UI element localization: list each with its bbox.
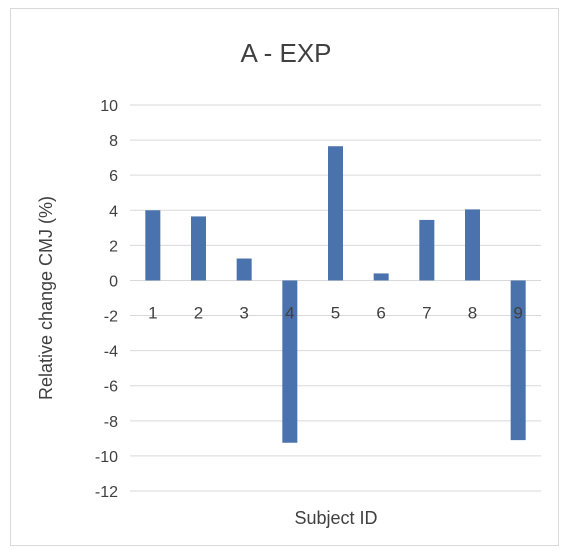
- bar: [328, 146, 343, 281]
- bar: [465, 209, 480, 281]
- y-tick-label: 2: [109, 238, 118, 255]
- y-axis-ticks: 10 8 6 4 2 0 -2 -4 -6 -8 -10 -12: [95, 98, 118, 501]
- x-axis-title: Subject ID: [294, 508, 377, 528]
- y-tick-label: -12: [95, 484, 118, 501]
- bar: [419, 219, 435, 281]
- category-labels: 1 2 3 4 5 6 7 8 9: [148, 303, 523, 322]
- x-category-label: 3: [239, 303, 248, 322]
- chart-title: A - EXP: [240, 38, 331, 68]
- y-axis-title: Relative change CMJ (%): [36, 196, 56, 400]
- bar: [373, 273, 389, 281]
- bar: [191, 216, 206, 281]
- x-category-label: 7: [422, 303, 431, 322]
- y-tick-label: -4: [104, 344, 118, 361]
- x-category-label: 5: [331, 303, 340, 322]
- y-tick-label: -6: [104, 379, 118, 396]
- x-category-label: 6: [376, 303, 385, 322]
- x-category-label: 1: [148, 303, 157, 322]
- y-tick-label: 6: [109, 168, 118, 185]
- x-category-label: 2: [194, 303, 203, 322]
- y-tick-label: -8: [104, 414, 118, 431]
- bars: [145, 146, 526, 443]
- bar: [282, 280, 298, 443]
- y-tick-label: 10: [100, 98, 118, 115]
- x-category-label: 9: [513, 303, 522, 322]
- y-tick-label: 8: [109, 133, 118, 150]
- bar: [236, 258, 252, 281]
- bar: [510, 280, 526, 441]
- y-tick-label: -2: [104, 309, 118, 326]
- x-category-label: 4: [285, 303, 294, 322]
- y-tick-label: 4: [109, 203, 118, 220]
- y-tick-label: 0: [109, 273, 118, 290]
- bar: [145, 210, 161, 281]
- y-tick-label: -10: [95, 449, 118, 466]
- x-category-label: 8: [468, 303, 477, 322]
